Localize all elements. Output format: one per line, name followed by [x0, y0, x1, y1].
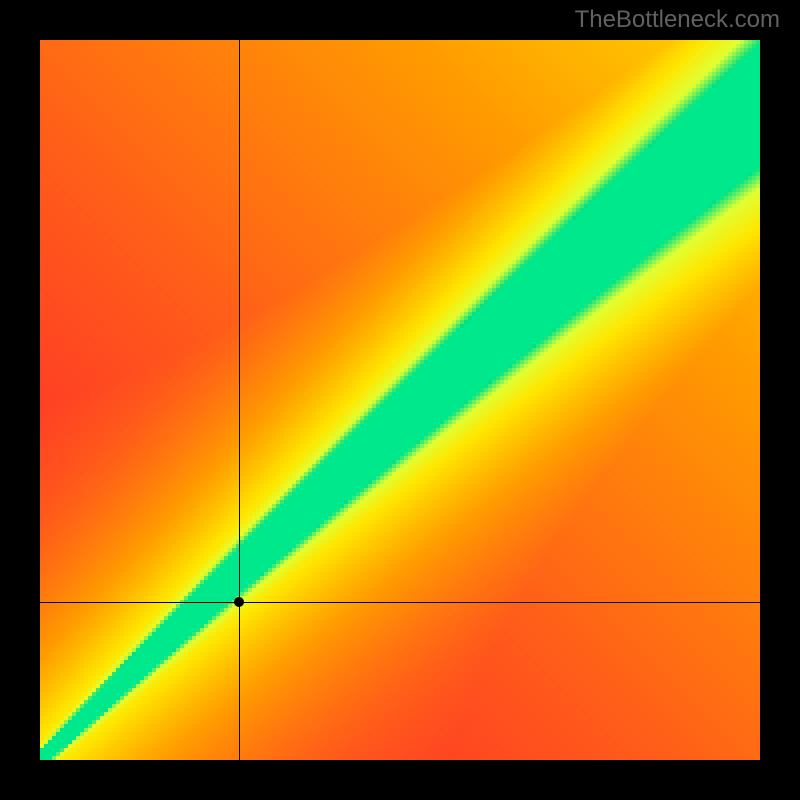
- crosshair-marker: [234, 597, 244, 607]
- crosshair-vertical: [239, 40, 240, 760]
- crosshair-horizontal: [40, 602, 760, 603]
- heatmap-plot: [40, 40, 760, 760]
- heatmap-canvas: [40, 40, 760, 760]
- watermark-text: TheBottleneck.com: [575, 6, 780, 34]
